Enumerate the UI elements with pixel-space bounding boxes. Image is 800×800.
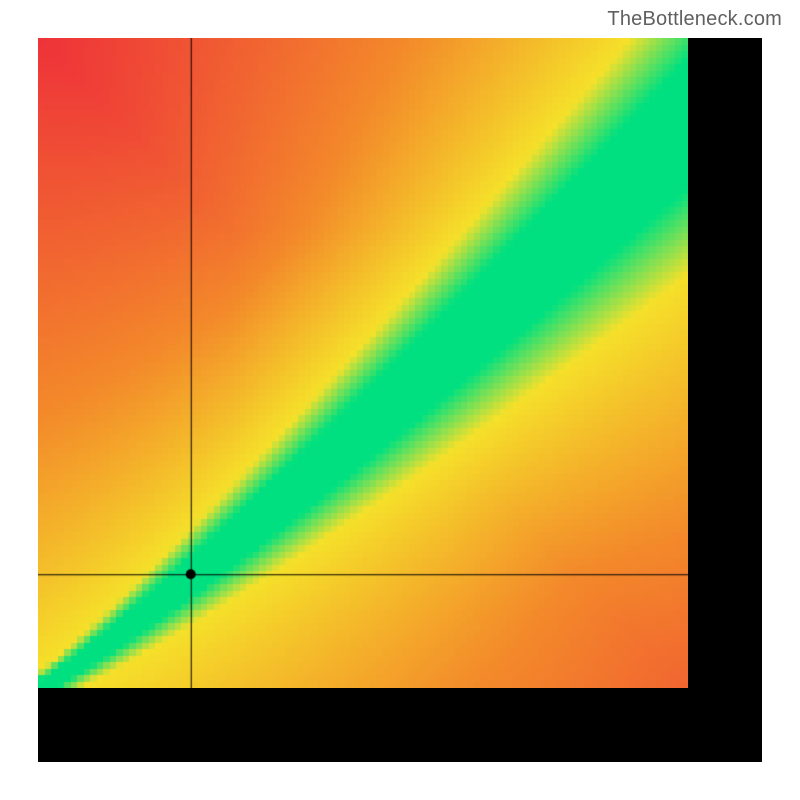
heatmap-canvas [38, 38, 688, 688]
watermark-text: TheBottleneck.com [607, 8, 782, 31]
chart-container: TheBottleneck.com [0, 0, 800, 800]
